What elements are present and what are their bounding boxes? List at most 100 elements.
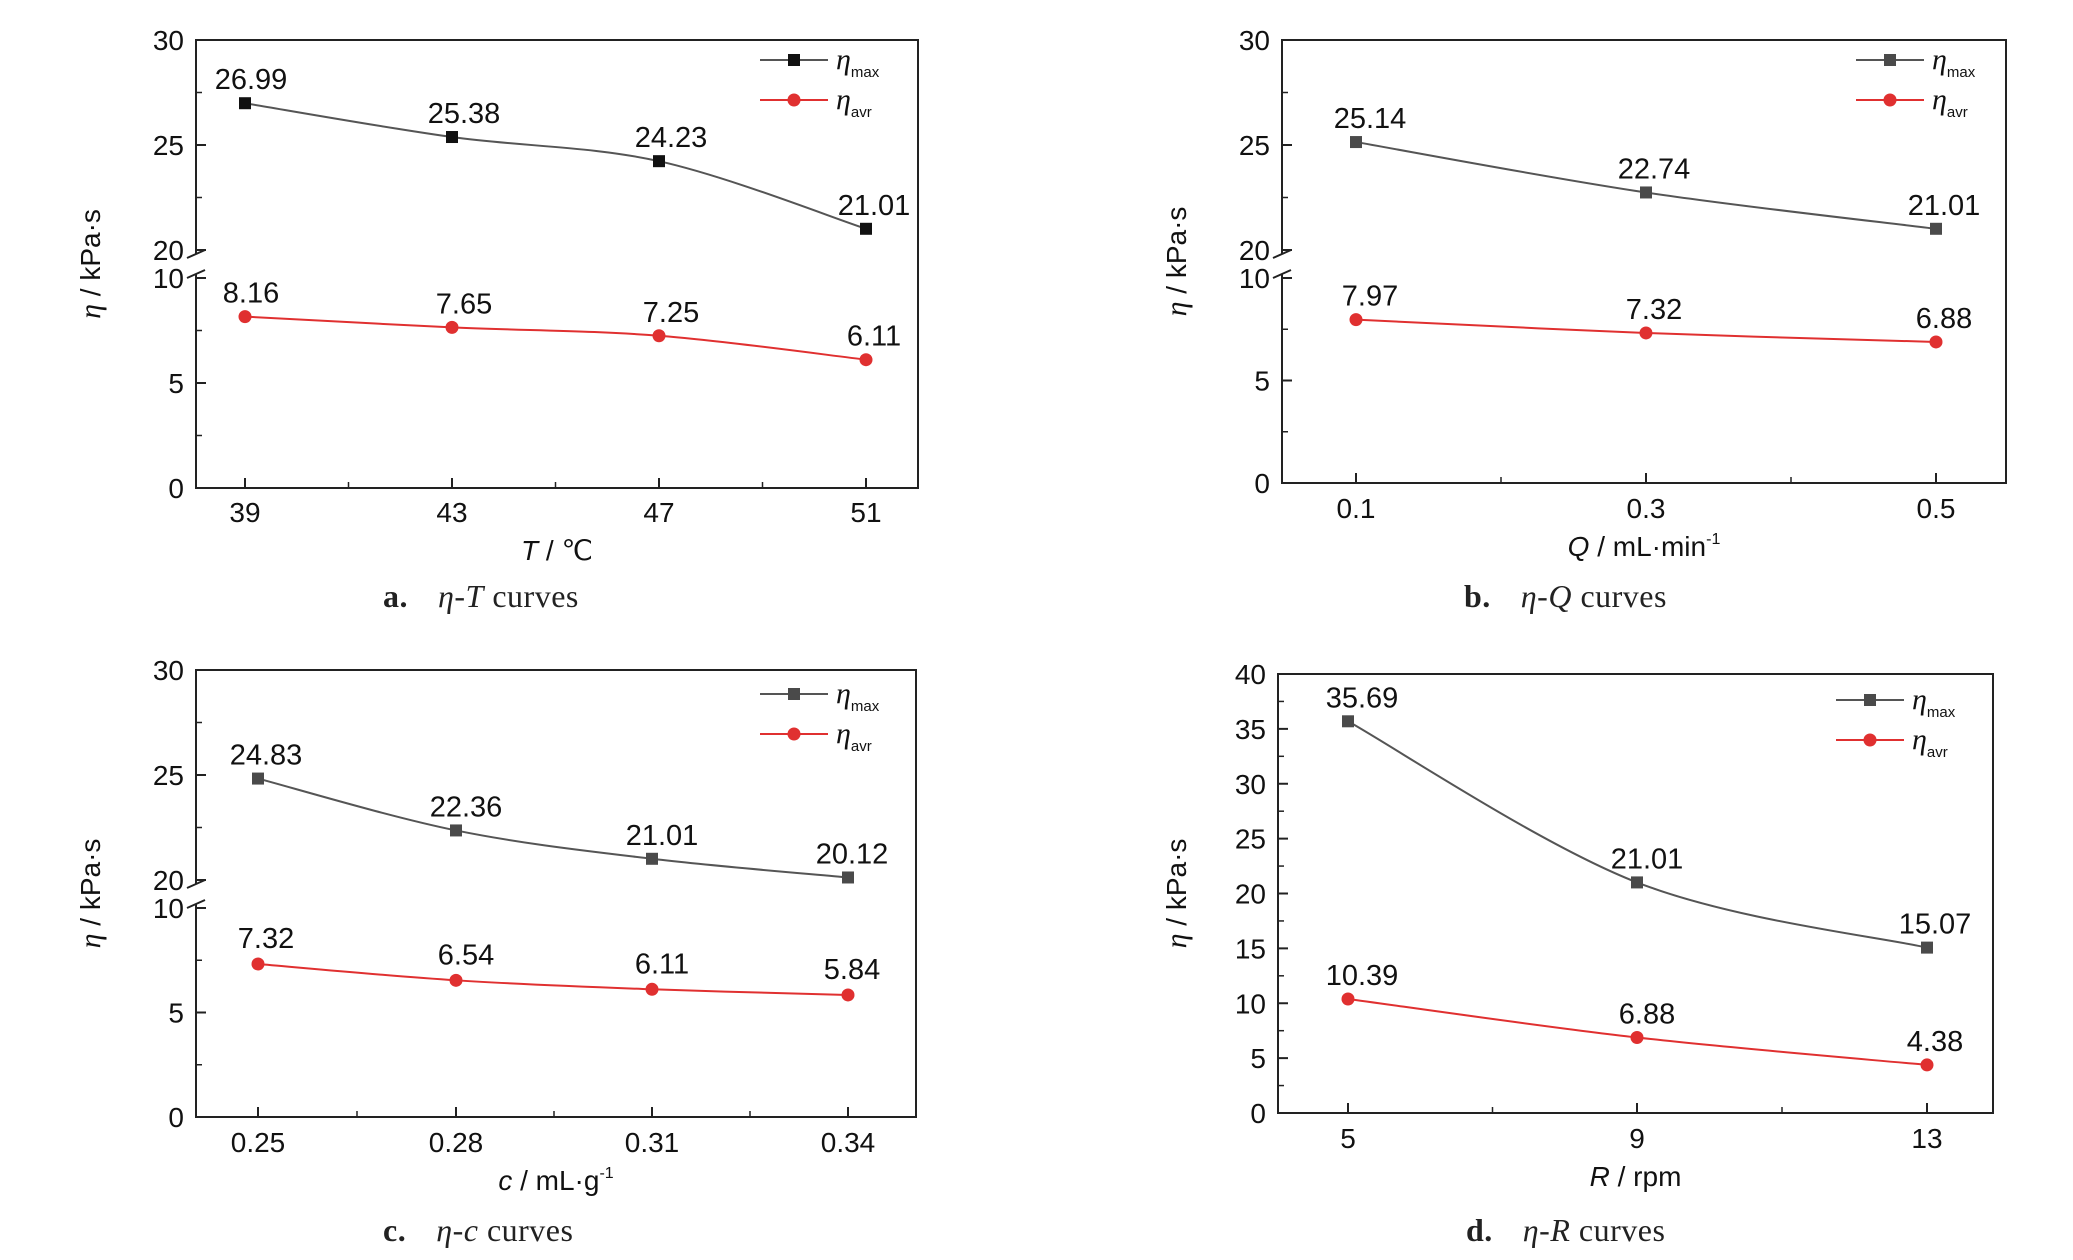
max-data-label: 35.69 [1326,682,1399,714]
caption-dash: - [1539,1212,1551,1248]
max-data-label: 22.74 [1618,153,1691,185]
caption-letter: a. [383,578,408,614]
y-tick-label: 10 [153,893,184,924]
avr-data-label: 6.11 [635,948,689,980]
axis-break-mark [1272,249,1292,279]
avr-data-label: 7.97 [1342,281,1398,313]
y-tick-label: 10 [153,263,184,294]
avr-data-label: 7.32 [238,923,294,955]
max-point [446,131,458,144]
y-tick-label: 5 [1254,366,1270,397]
avr-point [1639,326,1653,340]
caption-symbol: η [436,1212,453,1248]
axis-break-gap [1274,254,1290,274]
caption-variable: c [463,1212,479,1248]
max-point [646,852,658,865]
y-tick-label: 0 [1254,468,1270,499]
max-data-label: 21.01 [1611,843,1684,875]
caption-rest: curves [1571,578,1667,614]
max-point [252,772,264,785]
avr-data-label: 5.84 [824,954,880,986]
max-point [1350,136,1362,149]
x-tick-label: 0.34 [821,1127,876,1158]
legend-label-avr: ηavr [1912,723,1948,761]
avr-point [841,988,855,1002]
y-tick-label: 25 [153,760,184,791]
avr-point [1630,1030,1644,1044]
legend-marker [1863,733,1877,747]
caption-variable: T [465,578,484,614]
series-max-line [257,777,849,879]
axis-break-gap [188,254,204,274]
y-tick-label: 10 [1235,988,1266,1019]
caption-c: c. η-c curves [383,1212,573,1249]
avr-data-label: 6.88 [1619,998,1675,1030]
y-tick-label: 0 [1250,1098,1266,1129]
x-tick-label: 47 [643,497,674,528]
avr-point [1929,335,1943,349]
y-tick-label: 35 [1235,714,1266,745]
legend-label-max: ηmax [1932,43,1976,81]
avr-data-label: 7.32 [1626,294,1682,326]
max-data-label: 21.01 [838,190,911,222]
max-data-label: 26.99 [215,64,288,96]
y-tick-label: 0 [168,473,184,504]
avr-point [445,320,459,334]
x-tick-label: 0.25 [231,1127,286,1158]
legend-label-avr: ηavr [1932,83,1968,121]
plot-frame [195,39,919,489]
avr-data-label: 10.39 [1326,960,1399,992]
caption-a: a. η-T curves [383,578,579,615]
y-tick-label: 10 [1239,263,1270,294]
legend-label-max: ηmax [1912,683,1956,721]
y-tick-label: 20 [1235,879,1266,910]
caption-rest: curves [1570,1212,1666,1248]
legend-label-max: ηmax [836,43,880,81]
avr-data-label: 6.88 [1916,303,1972,335]
max-data-label: 22.36 [430,791,503,823]
y-tick-label: 25 [1235,824,1266,855]
avr-point [859,353,873,367]
max-data-label: 20.12 [816,838,889,870]
avr-data-label: 7.65 [436,288,492,320]
avr-data-label: 6.54 [438,939,494,971]
chart-panel-c: 0 5 10 20 25 30 0.25 0.28 0.31 0.34 c / mL·g-1 η / … [0,630,1036,1260]
max-point [450,824,462,837]
legend-marker [1883,93,1897,107]
y-tick-label: 30 [153,25,184,56]
legend-label-avr: ηavr [836,717,872,755]
avr-point [1341,992,1355,1006]
chart-panel-a: 0 5 10 20 25 30 39 43 47 51 T / ℃ η / kPa·s 26.99 25.… [0,0,1036,630]
x-tick-label: 0.28 [429,1127,484,1158]
plot-frame [195,669,917,1118]
y-axis-title: η / kPa·s [1160,839,1193,949]
legend-marker [1884,54,1896,66]
avr-data-label: 8.16 [223,278,279,310]
y-tick-label: 5 [168,368,184,399]
series-avr-line [244,315,867,361]
x-tick-label: 0.1 [1337,493,1376,524]
series-avr-line [257,963,849,996]
max-point [860,222,872,235]
x-tick-label: 0.31 [625,1127,680,1158]
avr-data-label: 7.25 [643,297,699,329]
y-tick-label: 20 [153,865,184,896]
max-point [1640,186,1652,199]
series-max-line [244,102,867,230]
legend-marker [788,54,800,66]
x-tick-label: 0.3 [1627,493,1666,524]
max-data-label: 24.83 [230,740,303,772]
avr-point [645,982,659,996]
x-axis-title: R / rpm [1590,1161,1682,1192]
caption-d: d. η-R curves [1466,1212,1665,1249]
legend-label-avr: ηavr [836,83,872,121]
y-axis-title: η / kPa·s [1160,207,1193,317]
legend-label-max: ηmax [836,677,880,715]
x-tick-label: 43 [436,497,467,528]
caption-symbol: η [1522,1212,1540,1248]
chart-panel-b: 0 5 10 20 25 30 0.1 0.3 0.5 Q / mL·min-1 η / kPa·s… [1036,0,2072,630]
avr-point [1920,1058,1934,1072]
y-tick-label: 25 [153,130,184,161]
y-axis-title: η / kPa·s [74,839,107,949]
